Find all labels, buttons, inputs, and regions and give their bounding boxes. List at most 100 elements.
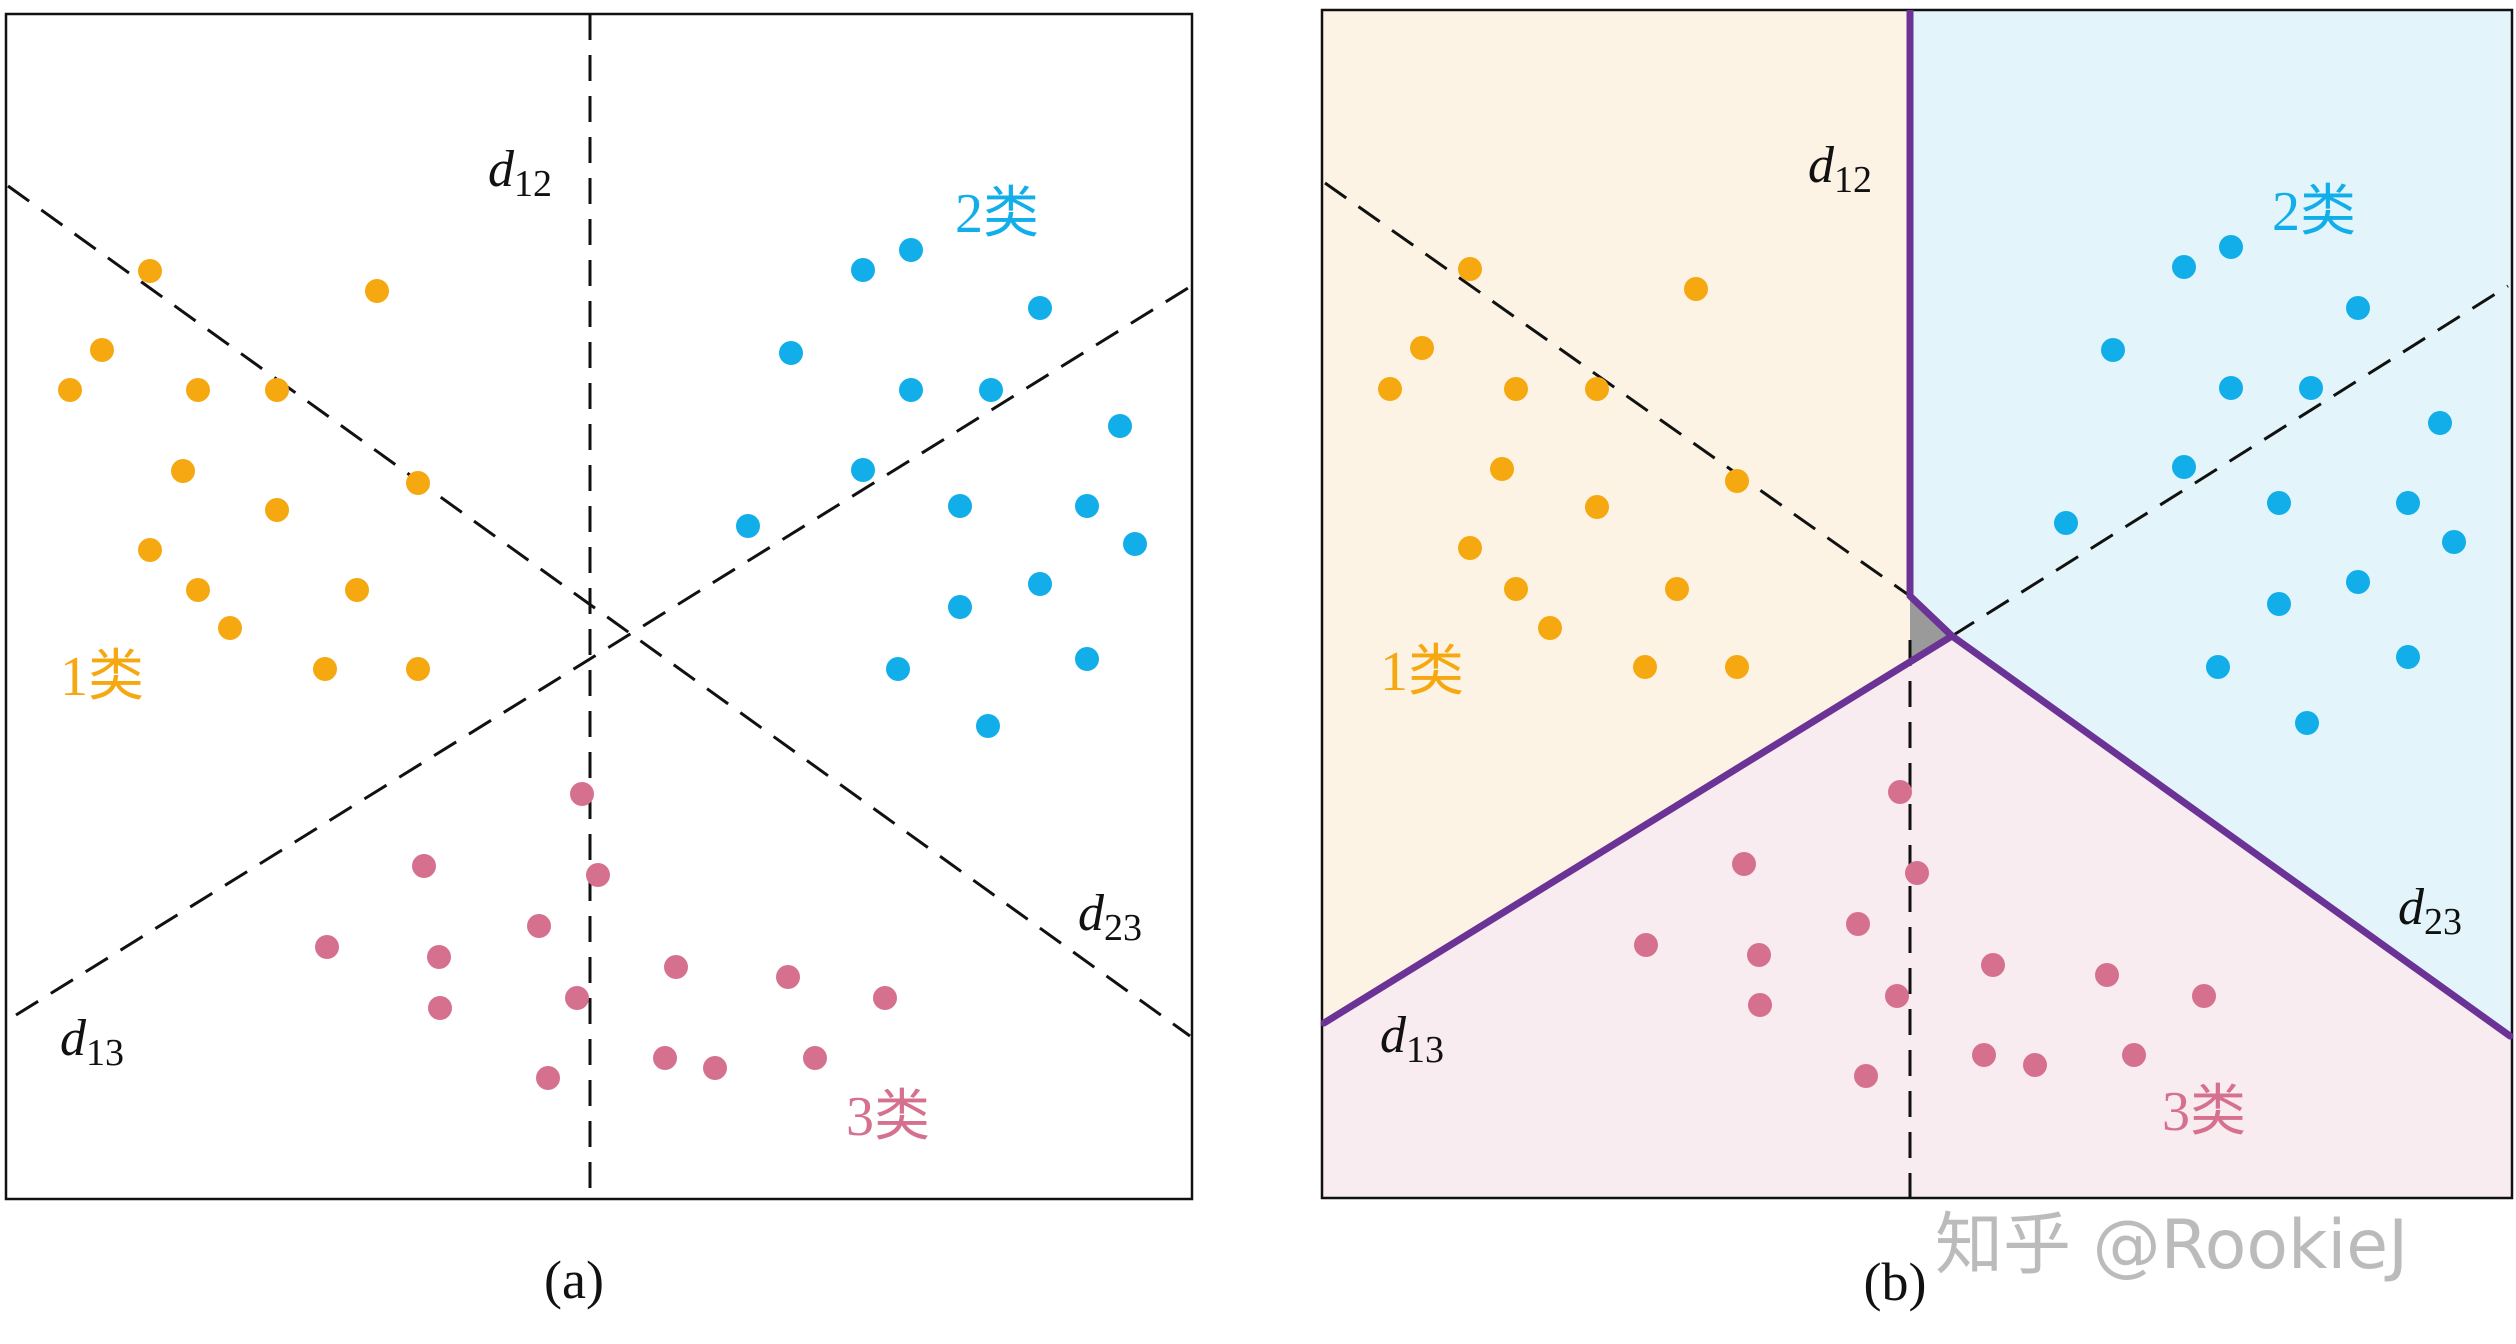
watermark: 知乎 @RookieJ	[1935, 1206, 2408, 1285]
panel-b-class2-point	[2346, 296, 2370, 320]
panel-a-class2-point	[1075, 647, 1099, 671]
panel-b-class3-point	[1888, 780, 1912, 804]
panel-a-class1-point	[186, 378, 210, 402]
panel-b-class3-point	[1905, 861, 1929, 885]
panel-a-class2-point	[948, 595, 972, 619]
panel-b-class1-point	[1725, 469, 1749, 493]
panel-a-class3-point	[873, 986, 897, 1010]
panel-b-region-class2	[1910, 10, 2512, 1038]
panel-a-class3-point	[315, 935, 339, 959]
panel-b-class3-point	[1732, 852, 1756, 876]
panel-a-label-d12: d12	[488, 141, 552, 205]
panel-b: d12 d13 d23 1类 2类 3类 (b)	[1320, 8, 2514, 1312]
panel-b-class2-point	[2267, 592, 2291, 616]
panel-b-class2-point	[2299, 376, 2323, 400]
panel-b-caption: (b)	[1864, 1252, 1927, 1312]
panel-a-class3-point	[527, 914, 551, 938]
panel-a-class2-points	[736, 238, 1147, 738]
panel-a: d12 d13 d23 1类 2类 3类 (a)	[4, 12, 1194, 1310]
panel-a-class3-point	[428, 996, 452, 1020]
panel-b-class1-point	[1378, 377, 1402, 401]
panel-a-class1-point	[345, 578, 369, 602]
panel-b-class3-point	[1981, 953, 2005, 977]
panel-a-class2-point	[1075, 494, 1099, 518]
panel-b-class2-point	[2101, 338, 2125, 362]
panel-a-class2-point	[1123, 532, 1147, 556]
panel-b-class1-point	[1458, 257, 1482, 281]
panel-b-class3-point	[2192, 984, 2216, 1008]
panel-b-boundary-23	[1948, 632, 2514, 1040]
panel-b-class2-point	[2396, 645, 2420, 669]
panel-a-class3-point	[653, 1046, 677, 1070]
panel-a-class1-point	[171, 459, 195, 483]
panel-a-class3-point	[664, 955, 688, 979]
panel-a-class2-point	[779, 341, 803, 365]
panel-b-label-d12: d12	[1808, 137, 1872, 201]
panel-b-label-d23: d23	[2398, 879, 2462, 943]
panel-a-label-class3: 3类	[846, 1086, 930, 1148]
panel-a-class3-point	[703, 1056, 727, 1080]
panel-b-label-class3: 3类	[2162, 1081, 2246, 1143]
panel-a-class1-point	[265, 378, 289, 402]
panel-b-class2-point	[2267, 491, 2291, 515]
panel-b-class1-point	[1458, 536, 1482, 560]
panel-b-class2-point	[2172, 455, 2196, 479]
panel-a-class3-point	[776, 965, 800, 989]
panel-a-class1-point	[58, 378, 82, 402]
panel-a-class2-point	[979, 378, 1003, 402]
panel-a-class1-point	[406, 657, 430, 681]
panel-b-class3-point	[1747, 943, 1771, 967]
panel-b-class2-point	[2346, 570, 2370, 594]
panel-b-class1-point	[1538, 616, 1562, 640]
panel-b-class3-point	[2023, 1053, 2047, 1077]
panel-a-label-class1: 1类	[60, 646, 144, 708]
panel-a-class2-point	[1028, 296, 1052, 320]
panel-a-class2-point	[1028, 572, 1052, 596]
panel-b-line-d13-dashed	[1324, 181, 1911, 598]
panel-b-boundary-13	[1320, 632, 1956, 1027]
panel-b-class1-point	[1725, 655, 1749, 679]
panel-a-class1-point	[406, 471, 430, 495]
panel-b-label-class2: 2类	[2272, 181, 2356, 243]
panel-b-class2-point	[2428, 411, 2452, 435]
panel-b-class1-point	[1504, 577, 1528, 601]
panel-b-class1-point	[1410, 336, 1434, 360]
panel-b-class3-point	[1972, 1043, 1996, 1067]
panel-a-class3-point	[570, 782, 594, 806]
panel-a-label-d23: d23	[1078, 885, 1142, 949]
panel-a-class3-point	[536, 1066, 560, 1090]
panel-a-class1-point	[265, 498, 289, 522]
panel-a-class2-point	[899, 238, 923, 262]
panel-b-class1-point	[1490, 457, 1514, 481]
panel-a-label-d13: d13	[60, 1010, 124, 1074]
panel-b-ambiguous-region	[1910, 596, 1952, 660]
panel-b-label-class1: 1类	[1380, 641, 1464, 703]
panel-b-class2-point	[2442, 530, 2466, 554]
panel-b-class1-point	[1585, 495, 1609, 519]
panel-b-class1-points	[1378, 257, 1749, 679]
panel-b-class3-point	[1854, 1064, 1878, 1088]
panel-a-class3-point	[412, 854, 436, 878]
panel-a-class2-point	[851, 258, 875, 282]
panel-b-class3-points	[1634, 780, 2216, 1088]
panel-b-class2-point	[2295, 711, 2319, 735]
panel-b-region-class3	[1322, 636, 2512, 1198]
panel-a-class1-point	[138, 538, 162, 562]
panel-a-class3-point	[803, 1046, 827, 1070]
panel-a-line-d13	[7, 184, 1191, 1038]
panel-b-label-d13: d13	[1380, 1007, 1444, 1071]
panel-b-class2-point	[2396, 491, 2420, 515]
panel-a-class2-point	[899, 378, 923, 402]
panel-b-class3-point	[2122, 1043, 2146, 1067]
panel-b-class3-point	[1846, 912, 1870, 936]
panel-b-class2-point	[2054, 511, 2078, 535]
panel-a-class1-point	[365, 279, 389, 303]
panel-b-frame	[1320, 8, 2514, 1200]
panel-b-class1-point	[1665, 577, 1689, 601]
panel-a-line-d23	[15, 286, 1189, 1017]
panel-a-class2-point	[851, 458, 875, 482]
panel-a-class1-point	[90, 338, 114, 362]
panel-a-class2-point	[1108, 414, 1132, 438]
panel-a-class3-point	[586, 863, 610, 887]
panel-b-class3-point	[1748, 993, 1772, 1017]
